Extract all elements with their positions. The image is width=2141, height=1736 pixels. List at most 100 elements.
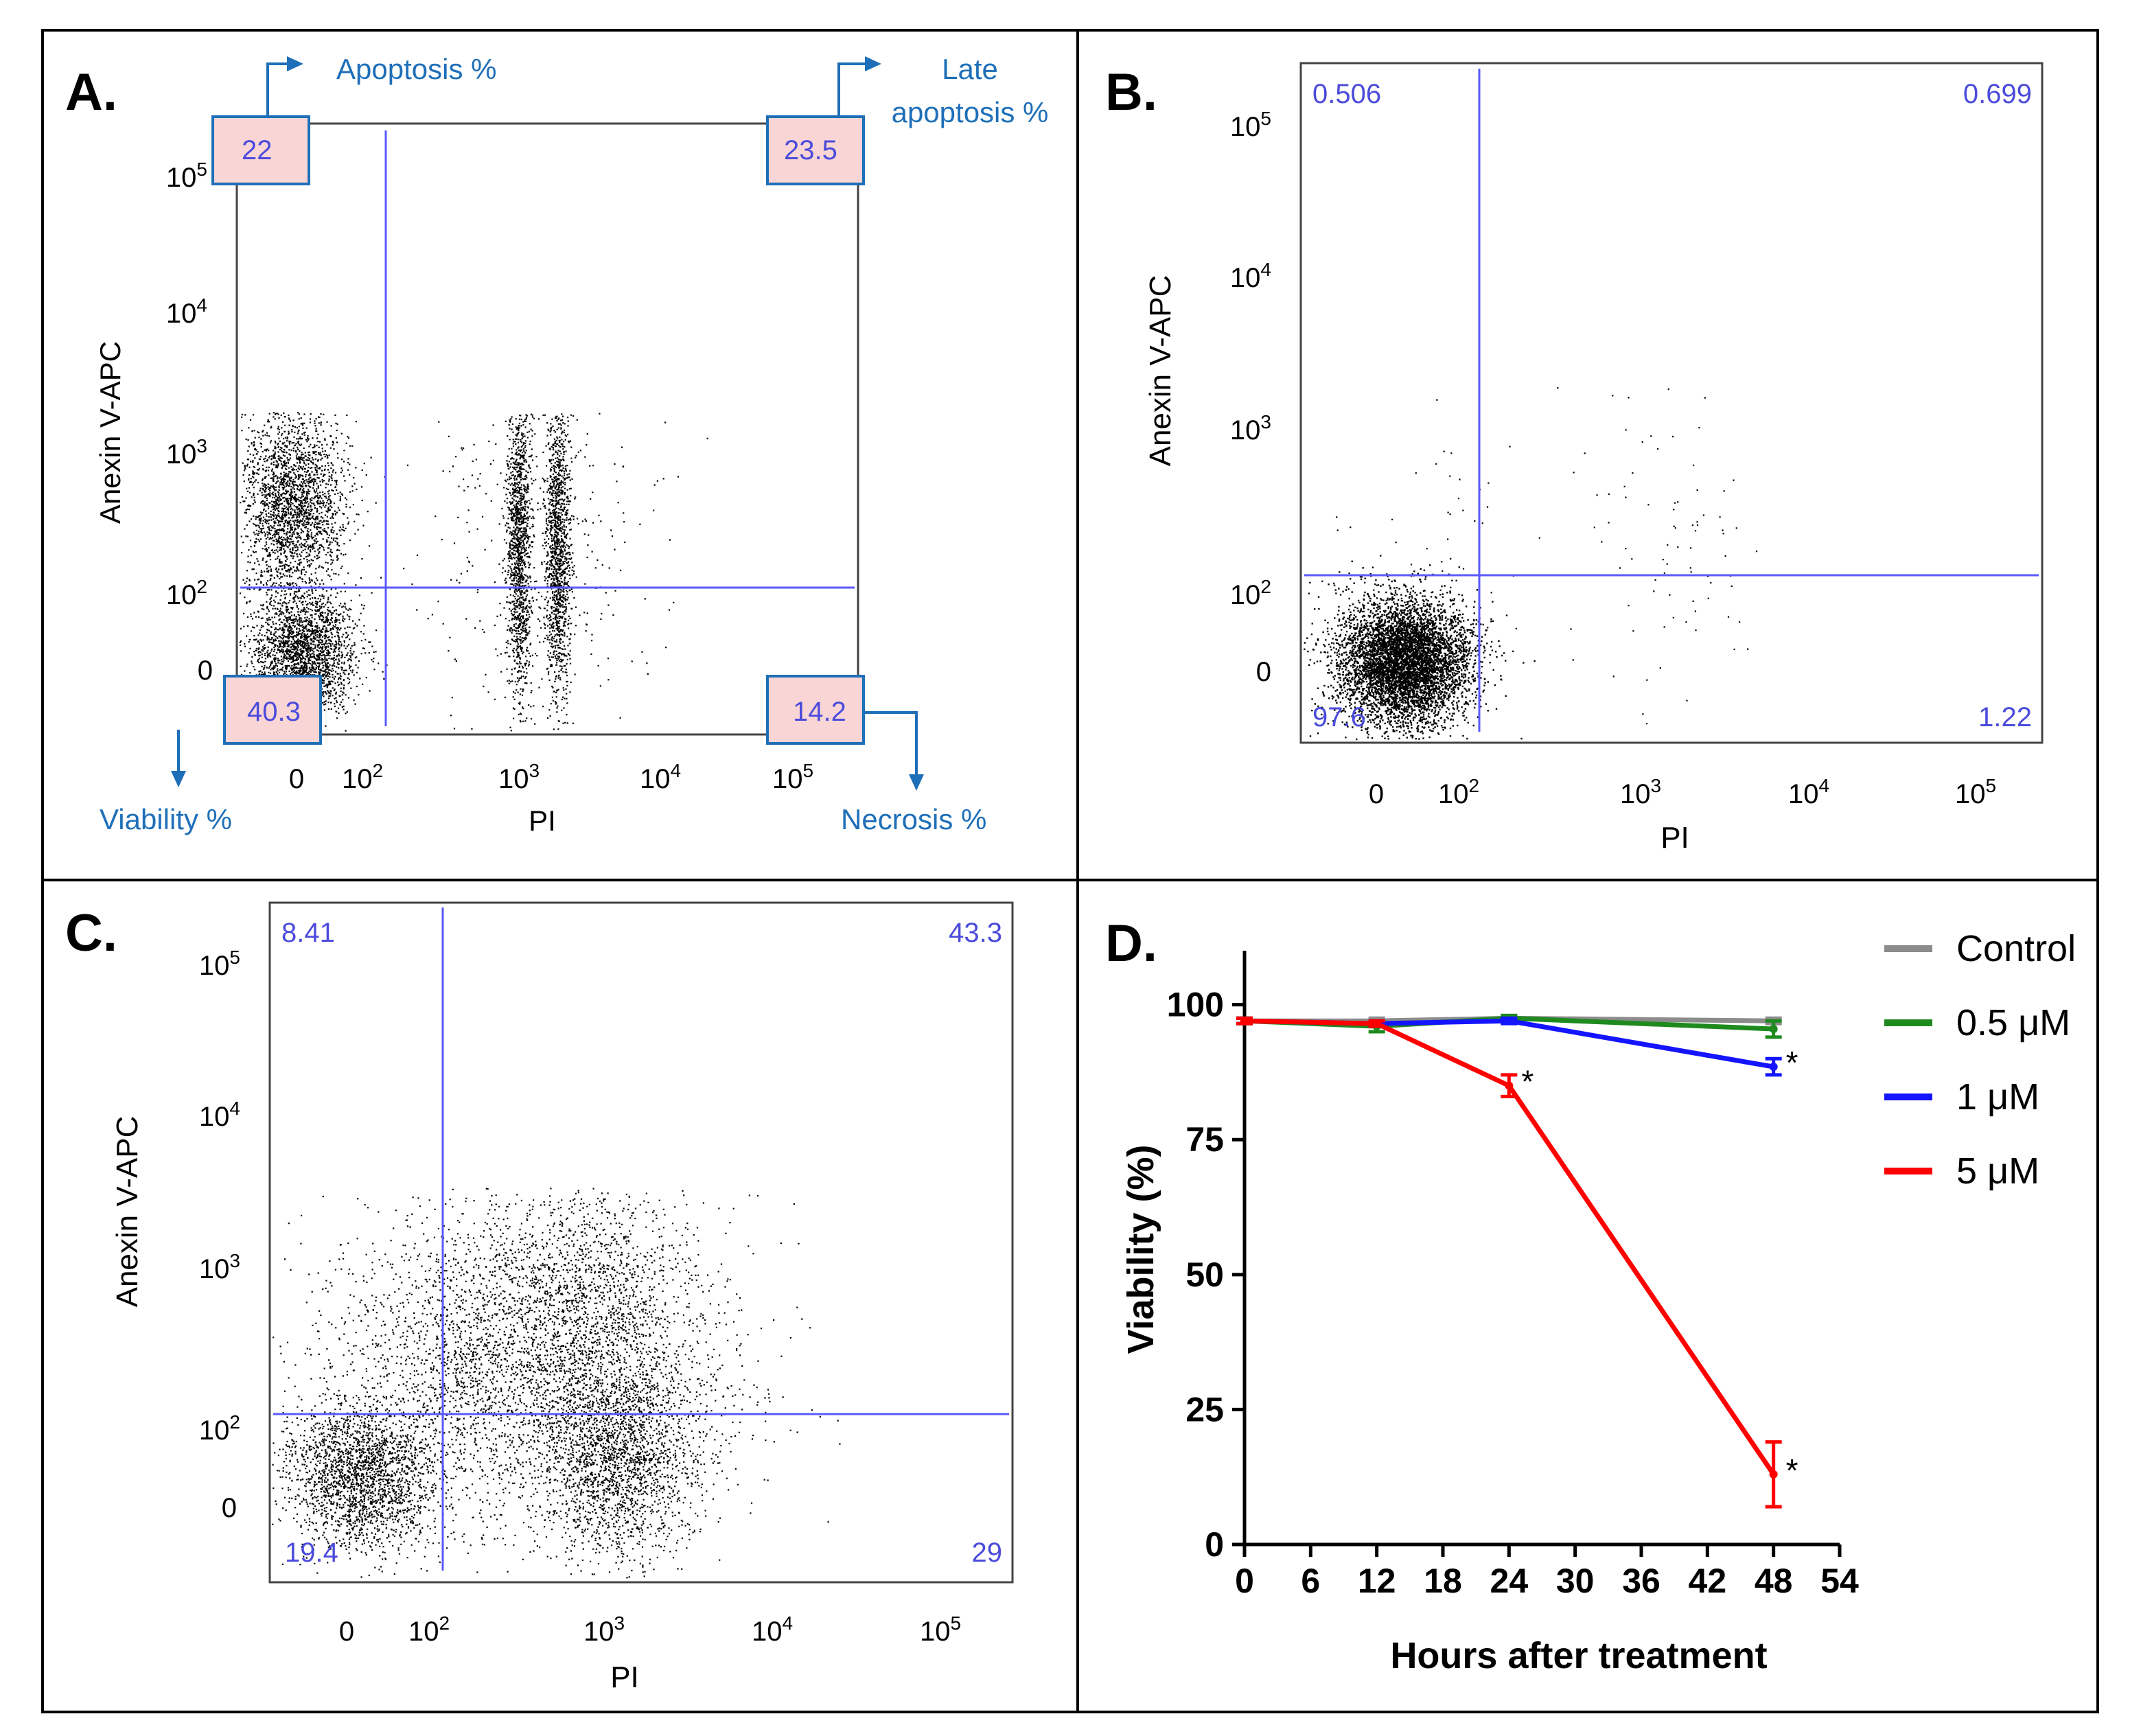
y-tick-label: 75: [1185, 1120, 1224, 1159]
panel-a-annotation-viability: Viability %: [100, 803, 232, 835]
event-cluster: [353, 413, 708, 730]
panel-b-events: [1304, 386, 1758, 741]
y-tick-label: 25: [1185, 1390, 1224, 1428]
panel-c-plot-frame: [268, 901, 1014, 1584]
panel-a-annotation-necrosis: Necrosis %: [841, 803, 986, 835]
panel-b-x-axis-label: PI: [1660, 821, 1689, 855]
x-tick-label: 18: [1424, 1562, 1462, 1600]
y-tick: 104: [166, 294, 207, 329]
y-tick-label: 100: [1167, 986, 1224, 1024]
highlight-lower-left: [223, 675, 322, 745]
y-tick-label: 0: [1205, 1525, 1224, 1564]
outer-frame: [41, 29, 2099, 1713]
significance-mark: *: [1521, 1064, 1534, 1100]
panel-a-label: A.: [65, 63, 117, 121]
x-tick-label: 30: [1556, 1562, 1595, 1600]
panel-b-q-upper-left: 0.506: [1312, 79, 1381, 109]
arrowhead-icon: [287, 56, 303, 71]
event-cluster: [502, 1316, 752, 1579]
panel-c-x-ticks: 0 102 103 104 105: [339, 1612, 961, 1647]
panel-grid: [41, 29, 2099, 1713]
x-tick: 103: [583, 1612, 625, 1647]
panel-d-ticks: 0 25 50 75 100 0 6 12 18 24 30 36 42 48 54: [1167, 986, 1859, 1600]
x-tick: 104: [640, 760, 681, 794]
data-point: [1505, 1017, 1514, 1026]
panel-d-y-axis-label: Viability (%): [1120, 1144, 1161, 1354]
panel-c-q-upper-right: 43.3: [949, 918, 1002, 948]
panel-c-q-lower-right: 29: [972, 1538, 1003, 1568]
x-tick-label: 24: [1490, 1562, 1529, 1600]
x-tick: 103: [498, 760, 540, 794]
panel-c-label: C.: [65, 904, 117, 962]
panel-b-x-ticks: 0 102 103 104 105: [1369, 775, 1996, 809]
panel-a-highlights: [211, 115, 865, 745]
x-tick: 102: [408, 1612, 450, 1647]
x-tick-label: 6: [1301, 1562, 1320, 1600]
panel-c-y-ticks: 0 102 103 104 105: [199, 947, 240, 1523]
legend-label: 1 μM: [1956, 1076, 2039, 1118]
panel-a-annotation-late-2: apoptosis %: [892, 96, 1049, 128]
panel-a-y-axis-label: Anexin V-APC: [94, 341, 126, 524]
x-tick: 104: [752, 1612, 793, 1647]
series-5-m: [1236, 1016, 1782, 1509]
event-cluster: [452, 1190, 728, 1575]
y-tick: 103: [1230, 411, 1271, 445]
y-tick: 103: [166, 435, 207, 470]
panel-a-x-axis-label: PI: [529, 805, 556, 837]
panel-b-y-ticks: 0 102 103 104 105: [1230, 108, 1271, 687]
x-tick: 105: [920, 1612, 961, 1647]
highlight-upper-left: [211, 115, 310, 185]
arrowhead-icon: [865, 56, 881, 71]
significance-mark: *: [1786, 1453, 1798, 1488]
x-tick-label: 0: [1235, 1562, 1254, 1600]
panel-c-events: [272, 1188, 841, 1579]
panel-d: D. 0 25 50 75 100 0 6 12 18 24 30 36 42 48 54 * * * Viab…: [1105, 914, 2076, 1676]
y-tick: 0: [198, 656, 213, 686]
series-line: [1244, 1018, 1776, 1476]
event-cluster: [273, 1188, 841, 1573]
y-tick: 103: [199, 1250, 240, 1284]
x-tick-label: 36: [1622, 1562, 1660, 1600]
panel-c-x-axis-label: PI: [610, 1660, 639, 1694]
data-point: [1372, 1019, 1381, 1028]
panel-a-q-upper-right: 23.5: [784, 135, 837, 165]
y-tick: 0: [1256, 657, 1271, 687]
event-cluster: [537, 413, 579, 730]
y-tick: 102: [166, 576, 207, 610]
y-tick: 104: [199, 1098, 240, 1132]
panel-d-x-axis-label: Hours after treatment: [1390, 1635, 1767, 1676]
x-tick: 102: [1438, 775, 1479, 809]
panel-a-annotation-late-1: Late: [942, 53, 998, 85]
y-tick: 102: [1230, 576, 1271, 610]
panel-a-plot-frame: [235, 122, 859, 736]
y-tick: 105: [1230, 108, 1271, 142]
panel-b-y-axis-label: Anexin V-APC: [1144, 275, 1177, 467]
event-cluster: [501, 414, 539, 732]
panel-a-q-lower-left: 40.3: [247, 697, 301, 727]
panel-b-label: B.: [1105, 63, 1157, 121]
significance-mark: *: [1786, 1045, 1798, 1080]
data-point: [1505, 1081, 1514, 1090]
x-tick: 0: [289, 764, 304, 794]
panel-a-annotation-apoptosis: Apoptosis %: [336, 53, 496, 85]
arrowhead-icon: [909, 774, 924, 791]
panel-b-q-lower-right: 1.22: [1978, 702, 2032, 732]
y-tick: 0: [222, 1493, 237, 1523]
x-tick: 102: [342, 760, 383, 794]
event-cluster: [1304, 555, 1536, 741]
x-tick-label: 54: [1820, 1562, 1859, 1600]
panel-a-arrowheads: [171, 56, 924, 791]
x-tick: 105: [772, 760, 813, 794]
panel-c-q-upper-left: 8.41: [281, 918, 335, 948]
panel-a-arrows: [177, 62, 918, 776]
x-tick-label: 48: [1755, 1562, 1793, 1600]
panel-b-plot-frame: [1299, 62, 2044, 744]
panel-c: C. 8.41 43.3 19.4 29 Anexin V-APC PI 0 1…: [65, 901, 1014, 1694]
data-point: [1769, 1025, 1778, 1034]
panel-a: A. 22 23.5 40.3 14.2 Apoptosis %: [65, 53, 1048, 837]
panel-c-q-lower-left: 19.4: [285, 1538, 338, 1568]
y-tick: 105: [199, 947, 240, 981]
panel-a-q-lower-right: 14.2: [793, 697, 846, 727]
panel-a-q-upper-left: 22: [242, 135, 273, 165]
